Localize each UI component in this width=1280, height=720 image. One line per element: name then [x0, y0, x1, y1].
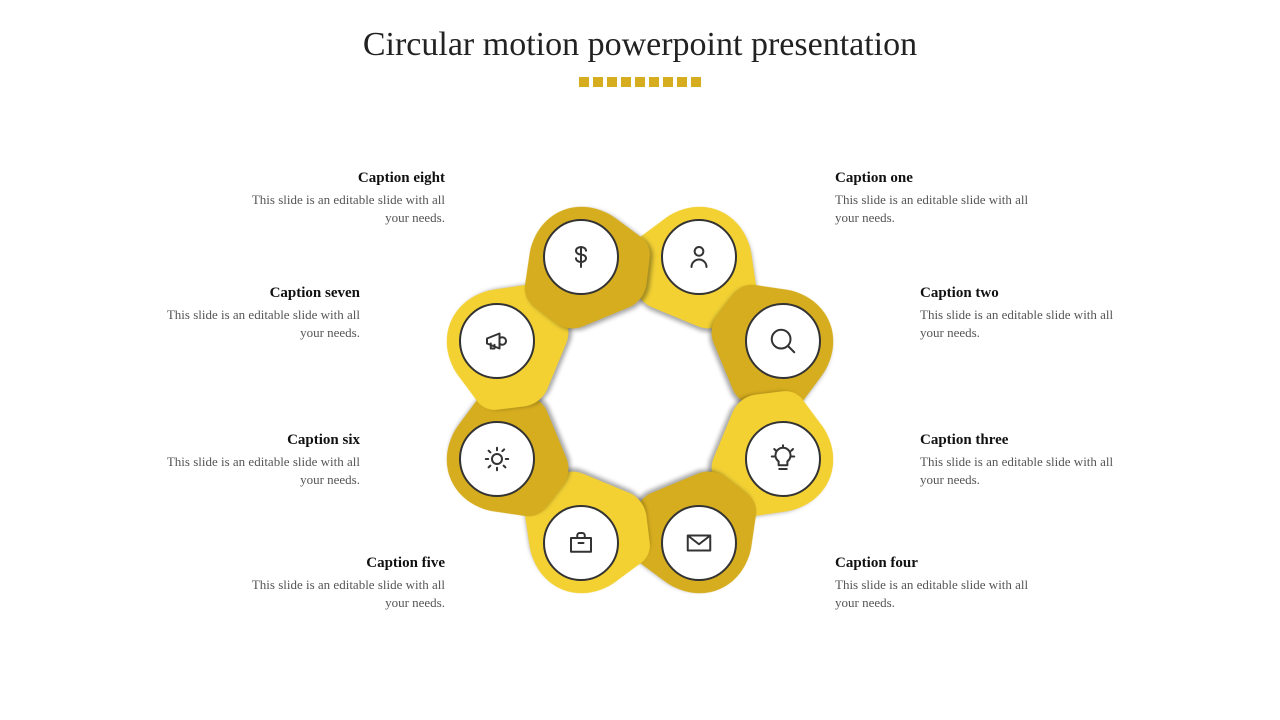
search-icon	[768, 326, 798, 356]
title-dot	[649, 77, 659, 87]
person-icon	[684, 242, 714, 272]
caption-title: Caption five	[245, 555, 445, 572]
segment-caption: Caption three This slide is an editable s…	[920, 432, 1120, 488]
segment-caption: Caption six This slide is an editable sli…	[160, 432, 360, 488]
title-dot	[691, 77, 701, 87]
segment-icon-circle	[745, 421, 821, 497]
segment-caption: Caption one This slide is an editable sli…	[835, 170, 1035, 226]
segment-icon-circle	[543, 505, 619, 581]
caption-title: Caption one	[835, 170, 1035, 187]
page-title: Circular motion powerpoint presentation	[0, 0, 1280, 64]
caption-body: This slide is an editable slide with all…	[835, 191, 1035, 226]
title-dot	[607, 77, 617, 87]
title-dot	[677, 77, 687, 87]
caption-title: Caption four	[835, 555, 1035, 572]
segment-caption: Caption two This slide is an editable sli…	[920, 285, 1120, 341]
caption-title: Caption six	[160, 432, 360, 449]
caption-title: Caption two	[920, 285, 1120, 302]
megaphone-icon	[482, 326, 512, 356]
segment-icon-circle	[661, 505, 737, 581]
segment-icon-circle	[661, 219, 737, 295]
title-dot	[579, 77, 589, 87]
title-dot	[663, 77, 673, 87]
mail-icon	[684, 528, 714, 558]
caption-title: Caption seven	[160, 285, 360, 302]
segment-icon-circle	[459, 303, 535, 379]
segment-caption: Caption seven This slide is an editable s…	[160, 285, 360, 341]
caption-title: Caption eight	[245, 170, 445, 187]
segment-icon-circle	[543, 219, 619, 295]
title-dot	[621, 77, 631, 87]
title-underline-dots	[0, 74, 1280, 92]
title-dot	[593, 77, 603, 87]
segment-caption: Caption five This slide is an editable sl…	[245, 555, 445, 611]
segment-caption: Caption four This slide is an editable sl…	[835, 555, 1035, 611]
segment-icon-circle	[459, 421, 535, 497]
caption-title: Caption three	[920, 432, 1120, 449]
caption-body: This slide is an editable slide with all…	[160, 306, 360, 341]
caption-body: This slide is an editable slide with all…	[835, 576, 1035, 611]
caption-body: This slide is an editable slide with all…	[920, 306, 1120, 341]
caption-body: This slide is an editable slide with all…	[245, 191, 445, 226]
segment-icon-circle	[745, 303, 821, 379]
briefcase-icon	[566, 528, 596, 558]
caption-body: This slide is an editable slide with all…	[160, 453, 360, 488]
segment-caption: Caption eight This slide is an editable s…	[245, 170, 445, 226]
gear-icon	[482, 444, 512, 474]
caption-body: This slide is an editable slide with all…	[920, 453, 1120, 488]
lightbulb-icon	[768, 444, 798, 474]
title-dot	[635, 77, 645, 87]
caption-body: This slide is an editable slide with all…	[245, 576, 445, 611]
dollar-icon	[566, 242, 596, 272]
